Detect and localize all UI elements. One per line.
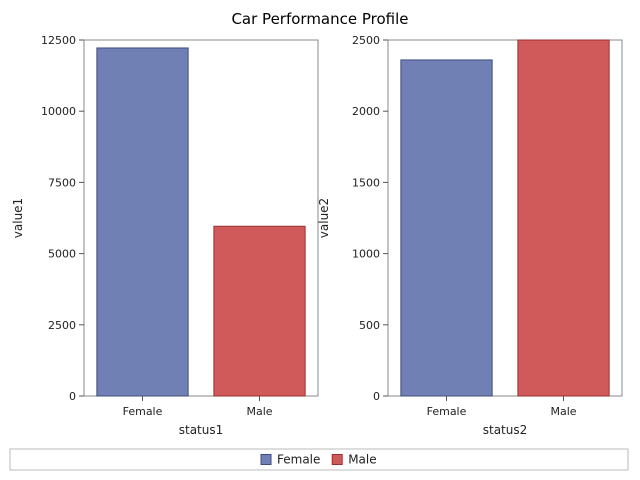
x-tick-label: Female <box>123 405 163 418</box>
y-tick-label: 1500 <box>352 176 380 189</box>
bar-female <box>400 59 493 397</box>
y-tick-label: 2500 <box>352 34 380 47</box>
legend-swatch-female <box>260 454 272 465</box>
x-tick-label: Female <box>427 405 467 418</box>
x-tick-label: Male <box>550 405 576 418</box>
bar-female <box>96 47 189 397</box>
y-tick-label: 0 <box>69 390 76 403</box>
chart-panel-2: 0 500 1000 1500 2000 2500 Female Male status2 val… <box>317 34 623 437</box>
legend-label-female: Female <box>277 453 320 467</box>
y-tick-label: 500 <box>359 319 380 332</box>
y-tick-label: 0 <box>373 390 380 403</box>
legend-swatch-male <box>331 454 343 465</box>
y-tick-label: 2000 <box>352 105 380 118</box>
y-axis-label: value2 <box>317 198 331 238</box>
x-tick-label: Male <box>246 405 272 418</box>
x-axis-label: status1 <box>179 423 224 437</box>
bar-male <box>213 225 306 397</box>
chart-panel-1: 0 2500 5000 7500 10000 12500 Female Male status1… <box>11 34 319 437</box>
y-tick-label: 1000 <box>352 248 380 261</box>
bar-male <box>517 39 610 397</box>
legend-box <box>9 448 629 471</box>
legend-label-male: Male <box>348 453 376 467</box>
y-tick-label: 5000 <box>48 248 76 261</box>
chart-title: Car Performance Profile <box>231 10 408 28</box>
y-tick-label: 10000 <box>41 105 76 118</box>
legend: Female Male <box>9 448 629 471</box>
y-tick-label: 12500 <box>41 34 76 47</box>
y-tick-label: 7500 <box>48 176 76 189</box>
y-tick-label: 2500 <box>48 319 76 332</box>
x-axis-label: status2 <box>483 423 528 437</box>
y-axis-label: value1 <box>11 198 25 238</box>
